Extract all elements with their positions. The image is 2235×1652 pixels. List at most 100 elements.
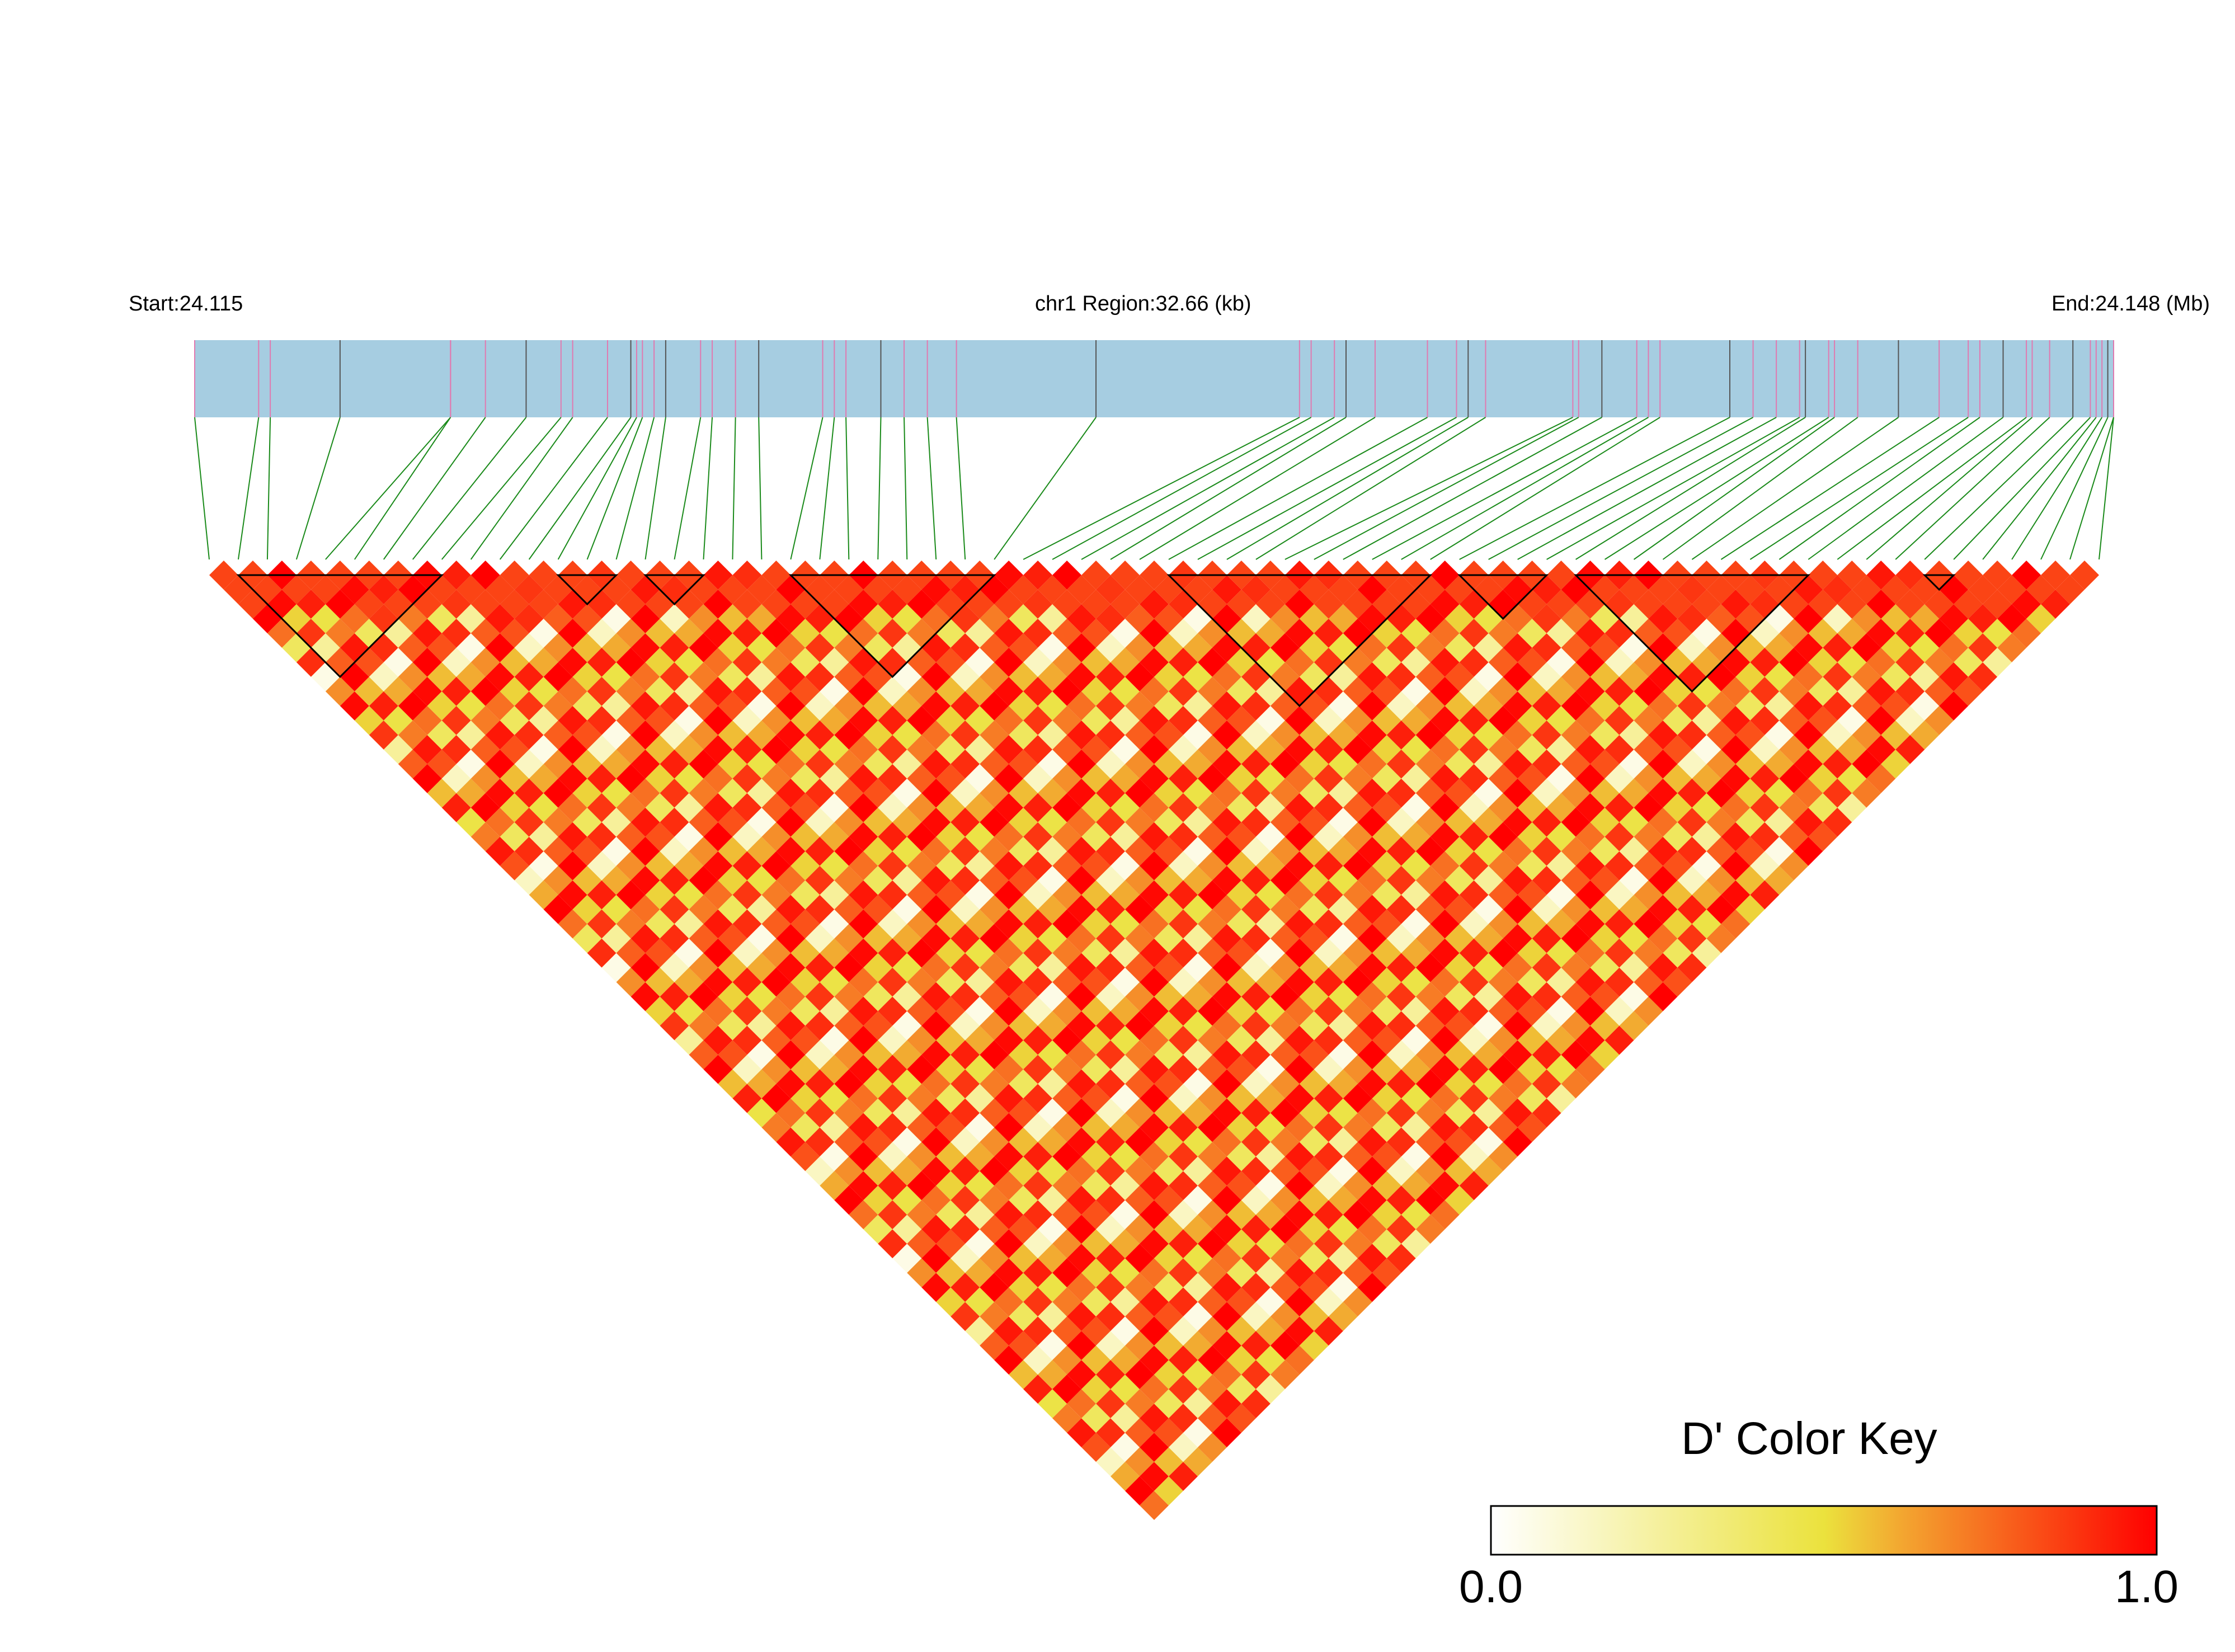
ld-cell [1968,633,1998,662]
snp-connector [1808,417,2004,560]
snp-connector [1778,417,1980,560]
snp-connector [845,417,850,560]
ld-cell [1517,1113,1547,1142]
chromosome-track [195,340,2114,417]
ld-cell [441,764,471,793]
ld-cell [1459,1171,1489,1201]
snp-connector [499,417,608,560]
ld-cell [718,604,747,633]
ld-cell [1735,662,1765,691]
snp-connector [194,417,210,560]
snp-connector [266,417,271,560]
haplotype-block [1457,574,1549,620]
ld-cell [500,793,529,822]
snp-connector [1284,417,1573,560]
haplotype-blocks [236,574,1956,707]
ld-cell [951,895,980,924]
ld-cell [951,807,980,837]
ld-cell [1255,793,1285,822]
ld-cell [1255,1084,1285,1113]
snp-connector [2098,417,2114,560]
ld-cell [587,618,617,648]
ld-cell [1735,749,1765,779]
ld-cell [718,982,747,1011]
snp-connector [1168,417,1428,560]
snp-connector [2011,417,2103,560]
ld-cell [834,749,864,779]
ld-cell [1067,924,1097,953]
ld-cell [718,662,747,691]
snp-connector [1895,417,2050,560]
ld-cell [951,1273,980,1302]
ld-cell [718,691,747,721]
ld-cell [718,953,747,982]
ld-cell [1255,1375,1285,1404]
ld-cell [834,865,864,895]
ld-cell [1067,575,1097,604]
ld-cell [1255,1287,1285,1317]
snp-connector [1488,417,1754,560]
ld-cell [500,647,529,677]
snp-connector [1459,417,1730,560]
ld-cell [1067,1418,1097,1448]
ld-cell [1067,1273,1097,1302]
ld-cell [1488,967,1518,997]
ld-cell [1255,1345,1285,1375]
haplotype-block [556,574,619,606]
ld-cell [1735,691,1765,721]
ld-cell [1067,1069,1097,1099]
ld-cell [1255,851,1285,881]
ld-cell [500,735,529,764]
ld-cell [1735,575,1765,604]
ld-cell [951,1302,980,1331]
ld-cell [325,618,355,648]
ld-cell [587,705,617,735]
ld-cell [951,1069,980,1099]
ld-cell [1735,836,1765,866]
region-size-label: chr1 Region:32.66 (kb) [1035,292,1251,316]
ld-cell [1067,953,1097,982]
snp-connector [1110,417,1347,560]
ld-cell [441,793,471,822]
ld-cell [383,735,413,764]
ld-cell [1255,589,1285,619]
snp-connector [644,417,666,560]
snp-connector [1343,417,1602,560]
ld-cell [1648,982,1678,1011]
ld-cell [1255,822,1285,851]
ld-cell [1488,676,1518,706]
ld-cell [1488,735,1518,764]
ld-cell [500,822,529,851]
ld-heatmap [209,561,2100,1521]
ld-cell [718,924,747,953]
ld-cell [1067,604,1097,633]
ld-cell [325,676,355,706]
snp-connector [956,417,966,560]
ld-cell [441,618,471,648]
ld-cell [1255,1200,1285,1230]
snp-connector [926,417,937,560]
ld-cell [951,865,980,895]
ld-cell [1488,851,1518,881]
snp-connector [1953,417,2091,560]
snp-connector [557,417,637,560]
ld-cell [1255,764,1285,793]
ld-cell [1226,1404,1256,1433]
ld-cell [441,589,471,619]
snp-connector [1691,417,1899,560]
ld-cell [587,735,617,764]
ld-cell [1067,836,1097,866]
snp-connector [1662,417,1858,560]
snp-connector [1197,417,1457,560]
ld-cell [951,1040,980,1070]
ld-cell [951,1185,980,1215]
snp-connector [1052,417,1312,560]
ld-cell [1488,618,1518,648]
ld-cell [718,836,747,866]
haplotype-block [236,574,444,679]
snp-connector [1924,417,2073,560]
ld-cell [500,705,529,735]
ld-cell [1488,793,1518,822]
ld-cell [834,1098,864,1128]
ld-cell [834,895,864,924]
